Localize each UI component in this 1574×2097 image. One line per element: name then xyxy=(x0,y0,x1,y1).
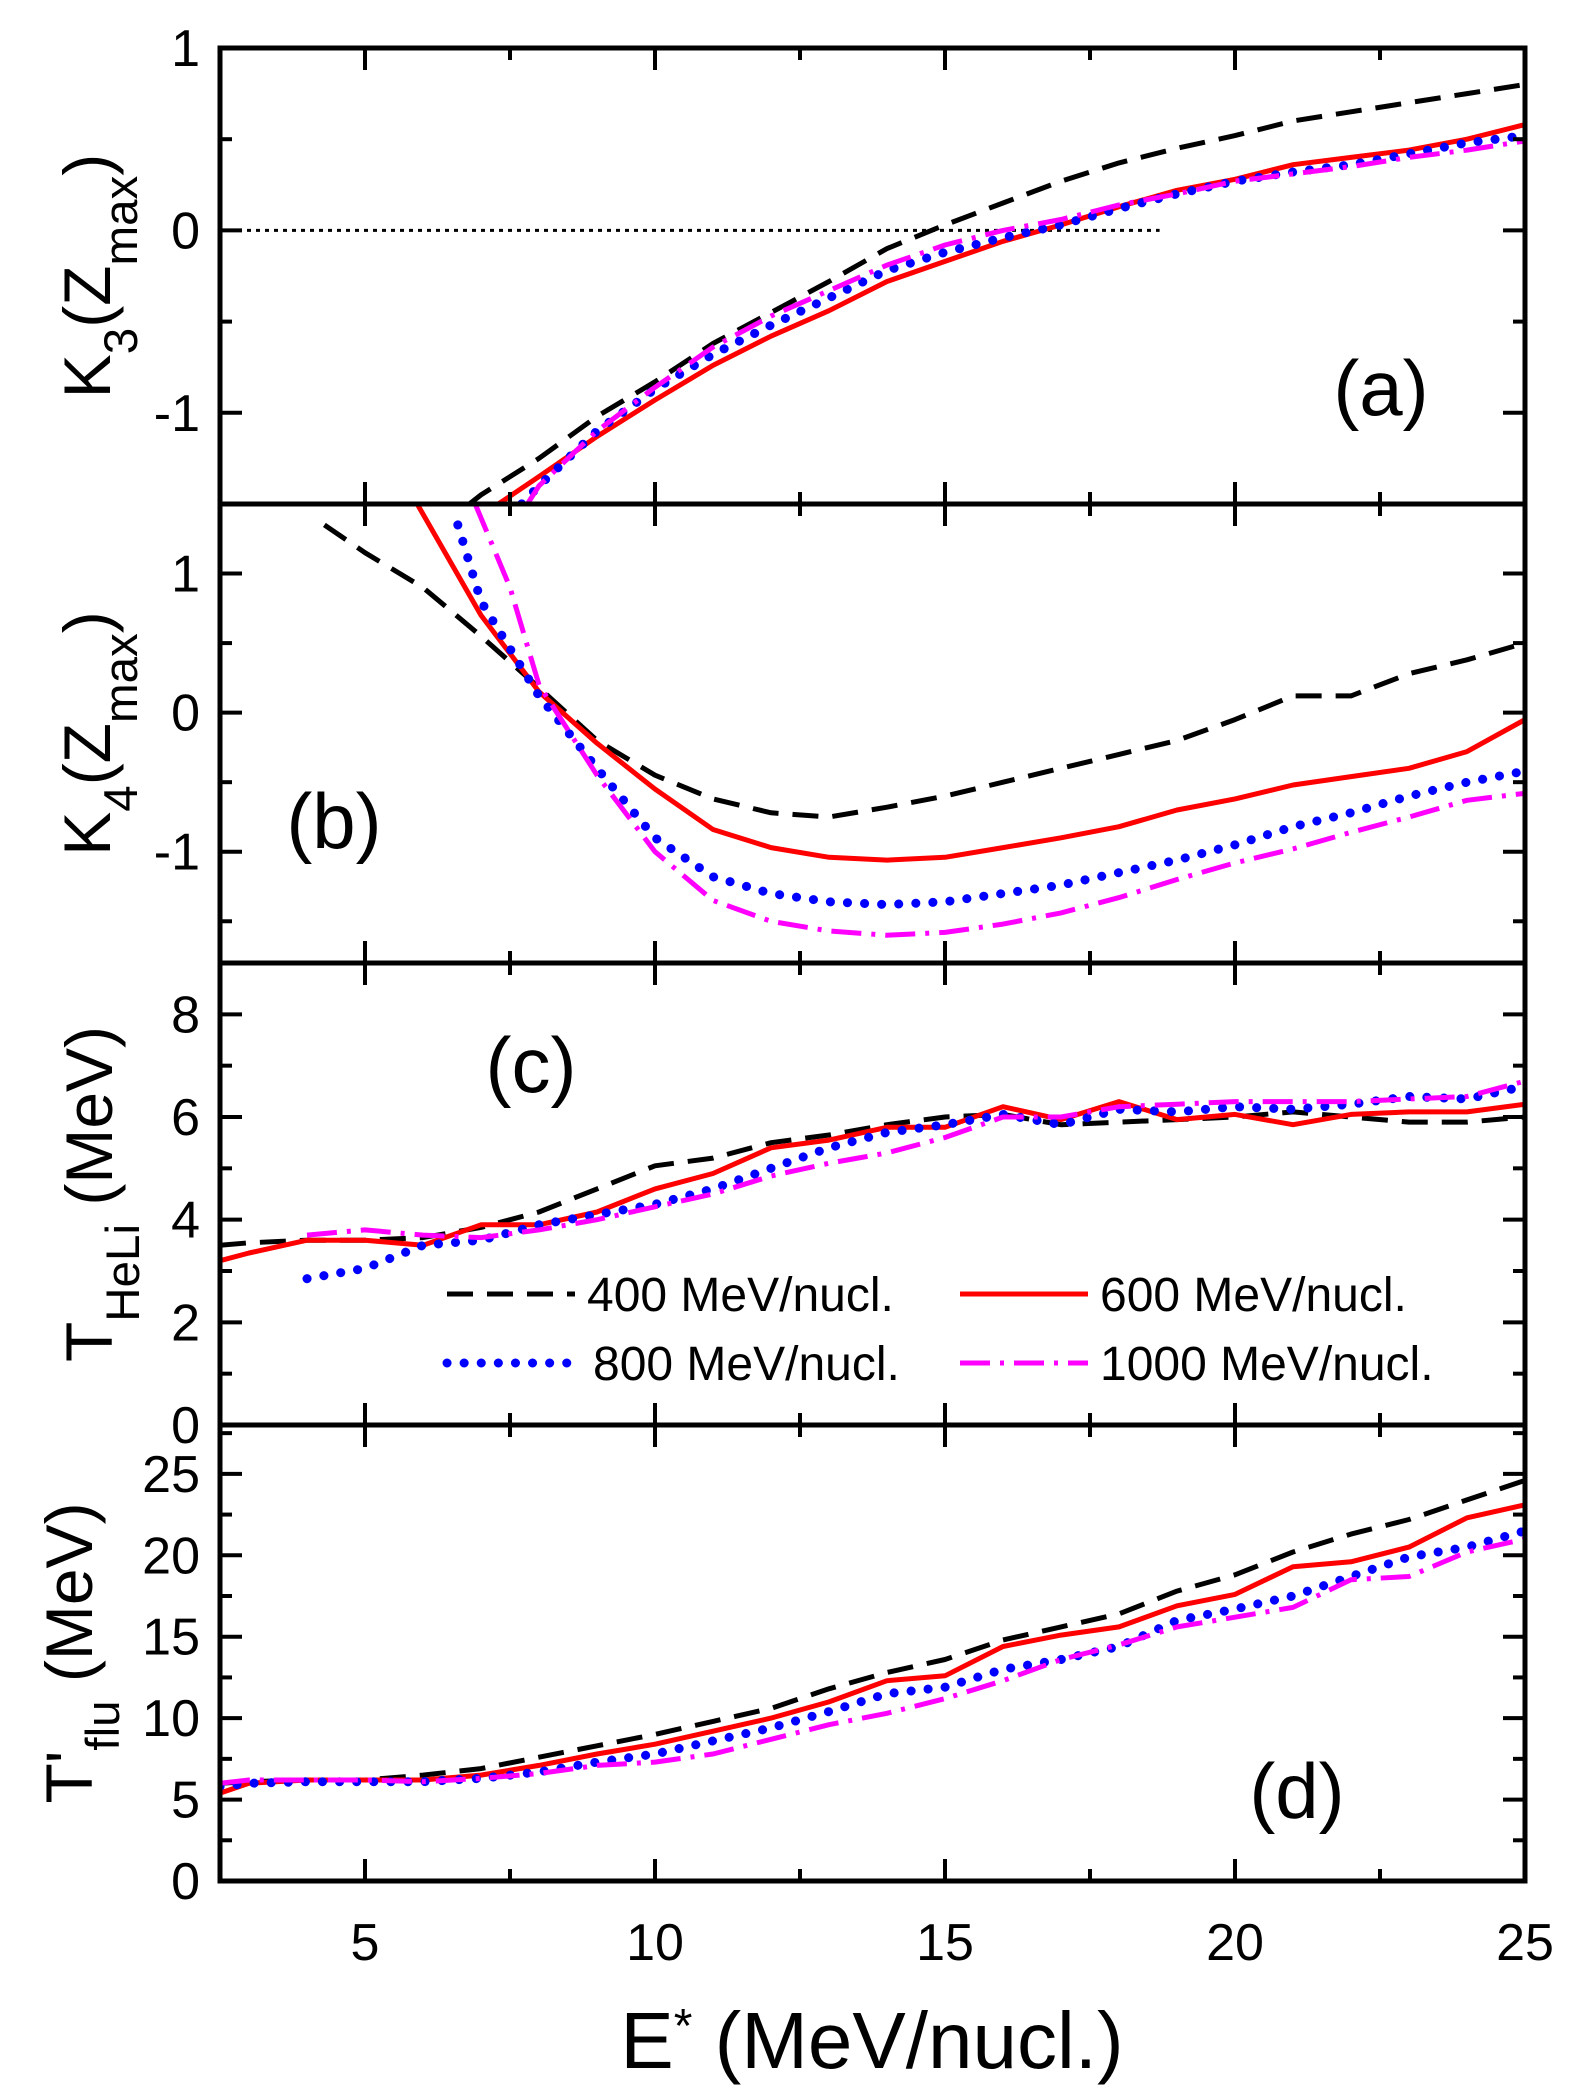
label-segment: ) xyxy=(50,611,124,633)
label-segment: E xyxy=(620,1996,673,2085)
y-tick-label: 15 xyxy=(142,1609,200,1667)
x-tick-label: 25 xyxy=(1496,1914,1554,1972)
y-axis-label: K3(Zmax) xyxy=(50,154,148,399)
series-line-800 xyxy=(517,131,1525,504)
series-line-600 xyxy=(220,1502,1525,1796)
label-segment: HeLi xyxy=(97,1224,150,1322)
legend-label: 400 MeV/nucl. xyxy=(587,1269,894,1322)
legend-label: 600 MeV/nucl. xyxy=(1100,1269,1407,1322)
y-tick-label: 0 xyxy=(171,1397,200,1455)
y-tick-label: 0 xyxy=(171,685,200,743)
legend-entry: 800 MeV/nucl. xyxy=(442,1338,900,1391)
y-tick-label: 5 xyxy=(171,1772,200,1830)
label-segment: (Z xyxy=(50,723,124,785)
series-group xyxy=(220,1078,1525,1284)
panel-a: -1 0 1 K3(Zmax) (a) xyxy=(50,20,1528,507)
label-segment: T xyxy=(52,1322,126,1362)
x-tick-label: 20 xyxy=(1206,1914,1264,1972)
series-line-600 xyxy=(415,504,1525,863)
x-tick-label: 10 xyxy=(626,1914,684,1972)
y-axis-label: K4(Zmax) xyxy=(50,611,148,856)
label-segment: max xyxy=(95,175,148,265)
y-tick-label: 1 xyxy=(171,20,200,78)
panel-b: -1 0 1 K4(Zmax) (b) xyxy=(50,501,1528,966)
series-line-1000 xyxy=(220,1536,1525,1786)
label-segment: max xyxy=(95,633,148,723)
y-axis-label: THeLi (MeV) xyxy=(52,1026,150,1362)
series-line-1000 xyxy=(525,138,1525,504)
x-axis: 5 10 15 20 25 E* (MeV/nucl.) xyxy=(351,1914,1554,2085)
panels: -101K3(Zmax)(a)-101K4(Zmax)(b)02468THeLi… xyxy=(32,20,1528,1911)
x-tick-label: 15 xyxy=(916,1914,974,1972)
label-segment: ) xyxy=(50,154,124,176)
y-tick-label: 1 xyxy=(171,546,200,604)
series-line-1000 xyxy=(306,1078,1525,1241)
y-tick-label: 25 xyxy=(142,1446,200,1504)
panel-tag: (d) xyxy=(1249,1747,1344,1835)
y-tick-label: 10 xyxy=(142,1690,200,1748)
label-segment: K xyxy=(50,812,124,856)
y-axis-label: T'flu (MeV) xyxy=(32,1502,130,1803)
series-line-800 xyxy=(220,1526,1525,1791)
series-line-400 xyxy=(322,522,1525,820)
panel-frame xyxy=(217,501,1528,966)
series-group xyxy=(467,82,1525,504)
y-tick-label: 4 xyxy=(171,1192,200,1250)
series-line-400 xyxy=(220,1109,1525,1248)
label-segment: (MeV) xyxy=(52,1026,126,1224)
y-tick-label: -1 xyxy=(154,385,200,443)
label-segment: 3 xyxy=(95,328,148,354)
legend-label: 800 MeV/nucl. xyxy=(593,1338,900,1391)
series-line-400 xyxy=(220,1478,1525,1786)
series-line-600 xyxy=(220,1099,1525,1264)
x-tick-label: 5 xyxy=(351,1914,380,1972)
label-segment: (MeV) xyxy=(32,1502,106,1700)
panel-frame xyxy=(217,45,1528,507)
y-tick-label: 0 xyxy=(171,1853,200,1911)
series-line-1000 xyxy=(472,504,1525,938)
y-tick-label: 2 xyxy=(171,1294,200,1352)
y-tick-label: 8 xyxy=(171,986,200,1044)
label-segment: 4 xyxy=(95,785,148,811)
legend-entry: 600 MeV/nucl. xyxy=(960,1269,1407,1322)
y-tick-label: 6 xyxy=(171,1089,200,1147)
label-segment: T' xyxy=(32,1751,106,1804)
y-tick-label: -1 xyxy=(154,824,200,882)
series-group xyxy=(322,504,1525,938)
label-segment: flu xyxy=(77,1700,130,1750)
series-line-600 xyxy=(497,122,1525,504)
label-segment: K xyxy=(50,354,124,398)
panel-tag: (c) xyxy=(486,1021,577,1109)
x-axis-label: E* (MeV/nucl.) xyxy=(620,1996,1123,2085)
panel-tag: (b) xyxy=(286,777,381,865)
label-segment: (MeV/nucl.) xyxy=(692,1996,1123,2085)
label-segment: * xyxy=(674,2000,693,2053)
panel-c: 0 2 4 6 8 THeLi (MeV) (c) xyxy=(52,960,1528,1455)
y-tick-label: 0 xyxy=(171,202,200,260)
label-segment: (Z xyxy=(50,265,124,327)
legend-entry: 400 MeV/nucl. xyxy=(447,1269,894,1322)
panel-tag: (a) xyxy=(1333,344,1428,432)
series-line-400 xyxy=(467,82,1525,504)
legend: 400 MeV/nucl. 600 MeV/nucl. 800 MeV/nucl. 1… xyxy=(442,1269,1434,1391)
legend-label: 1000 MeV/nucl. xyxy=(1100,1338,1434,1391)
panel-frame xyxy=(217,1422,1528,1884)
series-group xyxy=(220,1478,1525,1796)
y-tick-label: 20 xyxy=(142,1527,200,1585)
legend-entry: 1000 MeV/nucl. xyxy=(960,1338,1434,1391)
